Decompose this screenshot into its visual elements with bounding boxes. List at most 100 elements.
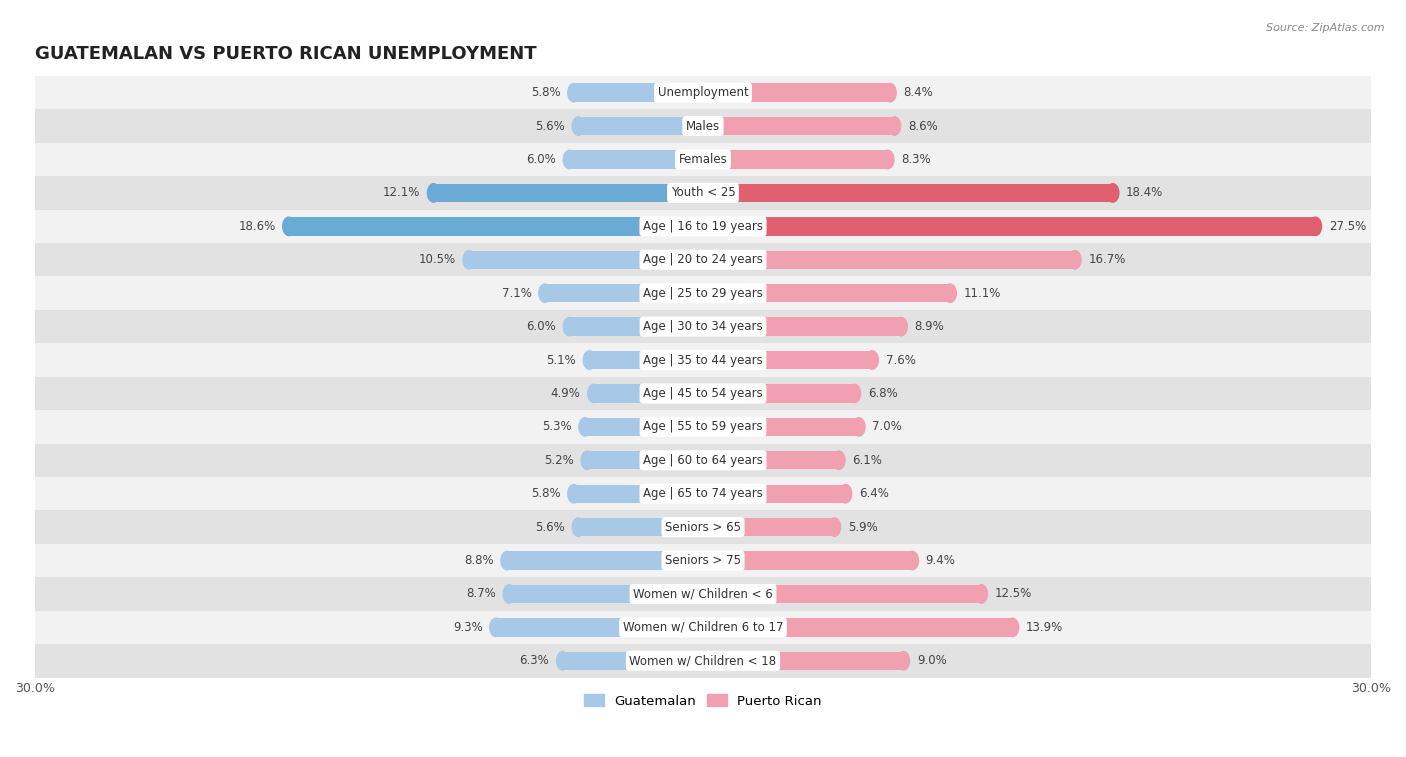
Text: 27.5%: 27.5%: [1329, 220, 1367, 233]
Circle shape: [568, 83, 579, 102]
Bar: [35, 143, 1371, 176]
Text: 8.8%: 8.8%: [464, 554, 494, 567]
Text: Age | 60 to 64 years: Age | 60 to 64 years: [643, 453, 763, 467]
Text: Source: ZipAtlas.com: Source: ZipAtlas.com: [1267, 23, 1385, 33]
Circle shape: [572, 518, 585, 536]
Bar: [574, 484, 703, 503]
Bar: [569, 317, 703, 336]
Text: Age | 16 to 19 years: Age | 16 to 19 years: [643, 220, 763, 233]
Bar: [35, 410, 1371, 444]
Circle shape: [283, 217, 295, 235]
Bar: [703, 418, 859, 436]
Bar: [703, 584, 981, 603]
Text: 6.8%: 6.8%: [868, 387, 897, 400]
Bar: [35, 510, 1371, 544]
Text: 10.5%: 10.5%: [419, 254, 456, 266]
Circle shape: [572, 117, 585, 136]
Circle shape: [853, 418, 865, 436]
Bar: [35, 76, 1371, 109]
Bar: [703, 385, 855, 403]
Bar: [35, 109, 1371, 143]
Circle shape: [897, 652, 910, 670]
Bar: [703, 484, 845, 503]
Circle shape: [828, 518, 841, 536]
Circle shape: [581, 451, 593, 469]
Text: 9.3%: 9.3%: [453, 621, 482, 634]
Text: Age | 45 to 54 years: Age | 45 to 54 years: [643, 387, 763, 400]
Bar: [562, 652, 703, 670]
Text: 5.1%: 5.1%: [547, 354, 576, 366]
Bar: [703, 217, 1316, 235]
Bar: [589, 350, 703, 369]
Bar: [288, 217, 703, 235]
Circle shape: [501, 551, 513, 570]
Circle shape: [538, 284, 551, 302]
Bar: [496, 618, 703, 637]
Circle shape: [907, 551, 918, 570]
Text: Seniors > 65: Seniors > 65: [665, 521, 741, 534]
Bar: [546, 284, 703, 302]
Text: 5.6%: 5.6%: [536, 521, 565, 534]
Text: Seniors > 75: Seniors > 75: [665, 554, 741, 567]
Circle shape: [583, 350, 596, 369]
Circle shape: [884, 83, 896, 102]
Bar: [703, 451, 839, 469]
Bar: [35, 243, 1371, 276]
Text: 12.1%: 12.1%: [382, 186, 420, 199]
Text: 9.0%: 9.0%: [917, 654, 946, 668]
Bar: [35, 444, 1371, 477]
Circle shape: [588, 385, 600, 403]
Bar: [588, 451, 703, 469]
Text: GUATEMALAN VS PUERTO RICAN UNEMPLOYMENT: GUATEMALAN VS PUERTO RICAN UNEMPLOYMENT: [35, 45, 537, 64]
Circle shape: [557, 652, 569, 670]
Circle shape: [564, 151, 575, 169]
Text: 8.3%: 8.3%: [901, 153, 931, 166]
Bar: [703, 618, 1012, 637]
Circle shape: [832, 451, 845, 469]
Circle shape: [976, 584, 987, 603]
Circle shape: [1107, 184, 1119, 202]
Text: 5.8%: 5.8%: [531, 488, 561, 500]
Bar: [703, 518, 834, 536]
Text: 4.9%: 4.9%: [551, 387, 581, 400]
Text: 5.3%: 5.3%: [541, 420, 572, 433]
Bar: [703, 652, 904, 670]
Text: Age | 65 to 74 years: Age | 65 to 74 years: [643, 488, 763, 500]
Text: 18.4%: 18.4%: [1126, 186, 1163, 199]
Text: Youth < 25: Youth < 25: [671, 186, 735, 199]
Bar: [703, 251, 1076, 269]
Text: 8.6%: 8.6%: [908, 120, 938, 132]
Circle shape: [489, 618, 502, 637]
Bar: [35, 377, 1371, 410]
Text: 5.9%: 5.9%: [848, 521, 877, 534]
Text: 7.1%: 7.1%: [502, 287, 531, 300]
Text: 6.3%: 6.3%: [520, 654, 550, 668]
Text: 12.5%: 12.5%: [994, 587, 1032, 600]
Circle shape: [1069, 251, 1081, 269]
Text: 5.2%: 5.2%: [544, 453, 574, 467]
Text: Women w/ Children < 6: Women w/ Children < 6: [633, 587, 773, 600]
Bar: [703, 284, 950, 302]
Bar: [703, 350, 872, 369]
Text: 6.0%: 6.0%: [526, 153, 555, 166]
Bar: [585, 418, 703, 436]
Bar: [35, 477, 1371, 510]
Legend: Guatemalan, Puerto Rican: Guatemalan, Puerto Rican: [579, 689, 827, 713]
Text: 7.0%: 7.0%: [872, 420, 903, 433]
Bar: [574, 83, 703, 102]
Circle shape: [564, 317, 575, 336]
Bar: [703, 317, 901, 336]
Text: 5.8%: 5.8%: [531, 86, 561, 99]
Bar: [470, 251, 703, 269]
Text: 13.9%: 13.9%: [1026, 621, 1063, 634]
Bar: [703, 551, 912, 570]
Bar: [703, 151, 887, 169]
Circle shape: [579, 418, 591, 436]
Bar: [509, 584, 703, 603]
Text: 8.7%: 8.7%: [467, 587, 496, 600]
Bar: [578, 518, 703, 536]
Circle shape: [866, 350, 879, 369]
Text: Age | 35 to 44 years: Age | 35 to 44 years: [643, 354, 763, 366]
Bar: [35, 644, 1371, 678]
Circle shape: [568, 484, 579, 503]
